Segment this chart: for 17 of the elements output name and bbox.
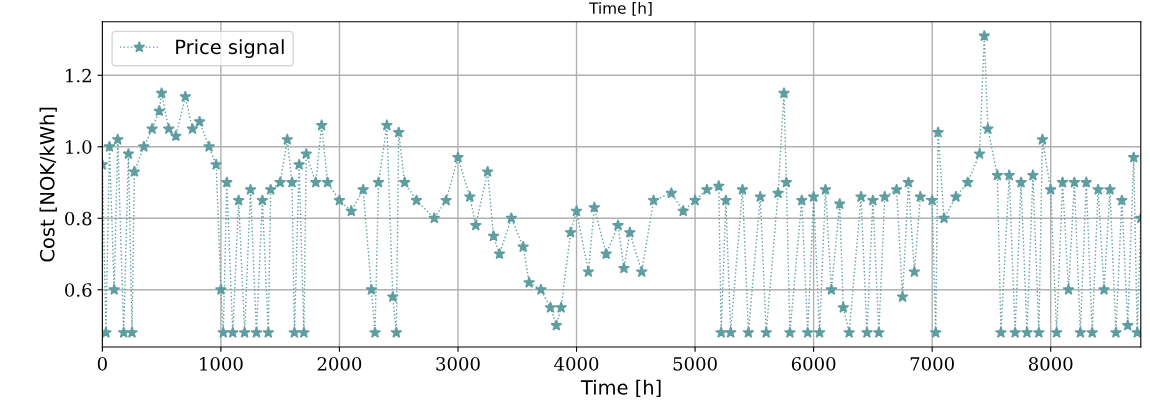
x-tick-label: 5000	[673, 356, 717, 371]
y-axis-title: Cost [NOK/kWh]	[39, 107, 57, 262]
x-axis-title: Time [h]	[580, 379, 661, 398]
x-tick-label: 6000	[791, 356, 836, 371]
x-tick-label: 8000	[1028, 356, 1073, 371]
y-tick-label: 0.8	[65, 211, 92, 226]
x-tick-label: 4000	[554, 356, 599, 371]
y-tick-label: 1.2	[66, 68, 91, 83]
x-tick-label: 1000	[200, 356, 243, 371]
x-tick-label: 7000	[910, 356, 954, 371]
legend-label: Price signal	[176, 39, 284, 58]
x-tick-label: 0	[97, 356, 107, 371]
x-tick-label: 2000	[317, 356, 362, 371]
chart-title: Time [h]	[589, 2, 652, 16]
x-tick-label: 3000	[436, 356, 480, 371]
y-tick-label: 0.6	[65, 283, 92, 297]
y-tick-label: 1.0	[66, 140, 92, 154]
